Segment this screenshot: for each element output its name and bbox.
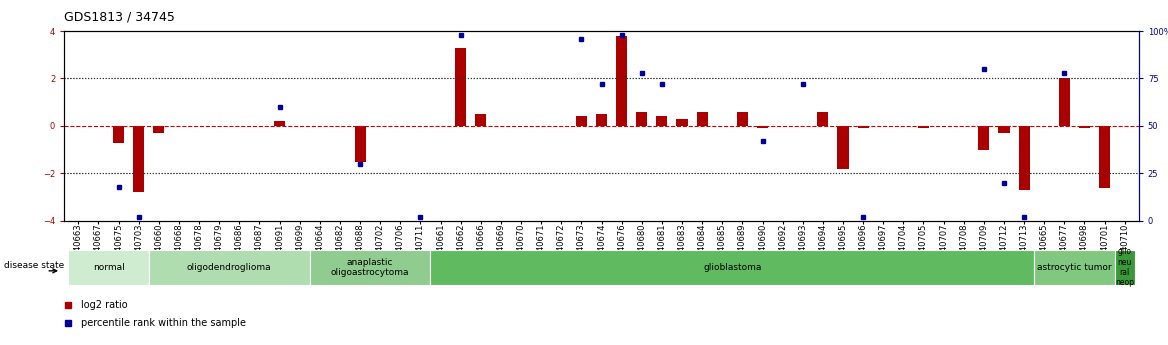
Bar: [1034, 250, 1114, 285]
Bar: [1059, 79, 1070, 126]
Bar: [596, 114, 607, 126]
Text: oligodendroglioma: oligodendroglioma: [187, 263, 271, 272]
Bar: [999, 126, 1009, 133]
Bar: [1114, 250, 1135, 285]
Text: GDS1813 / 34745: GDS1813 / 34745: [64, 10, 175, 23]
Bar: [757, 126, 769, 128]
Bar: [837, 126, 848, 169]
Bar: [656, 117, 667, 126]
Bar: [616, 36, 627, 126]
Bar: [475, 114, 486, 126]
Bar: [576, 117, 588, 126]
Bar: [68, 250, 148, 285]
Bar: [918, 126, 929, 128]
Bar: [355, 126, 366, 161]
Text: anaplastic
oligoastrocytoma: anaplastic oligoastrocytoma: [331, 258, 409, 277]
Bar: [737, 112, 748, 126]
Bar: [274, 121, 285, 126]
Text: glio
neu
ral
neop: glio neu ral neop: [1115, 247, 1134, 287]
Bar: [148, 250, 310, 285]
Text: log2 ratio: log2 ratio: [81, 300, 127, 310]
Bar: [637, 112, 647, 126]
Bar: [676, 119, 688, 126]
Bar: [979, 126, 989, 150]
Bar: [696, 112, 708, 126]
Text: astrocytic tumor: astrocytic tumor: [1037, 263, 1112, 272]
Bar: [1099, 126, 1110, 188]
Bar: [310, 250, 431, 285]
Bar: [456, 48, 466, 126]
Bar: [1079, 126, 1090, 128]
Bar: [818, 112, 828, 126]
Bar: [1018, 126, 1030, 190]
Bar: [133, 126, 144, 193]
Text: percentile rank within the sample: percentile rank within the sample: [81, 318, 245, 328]
Bar: [431, 250, 1034, 285]
Bar: [153, 126, 165, 133]
Text: normal: normal: [92, 263, 124, 272]
Text: disease state: disease state: [4, 261, 64, 270]
Bar: [113, 126, 124, 142]
Text: glioblastoma: glioblastoma: [703, 263, 762, 272]
Bar: [857, 126, 869, 128]
